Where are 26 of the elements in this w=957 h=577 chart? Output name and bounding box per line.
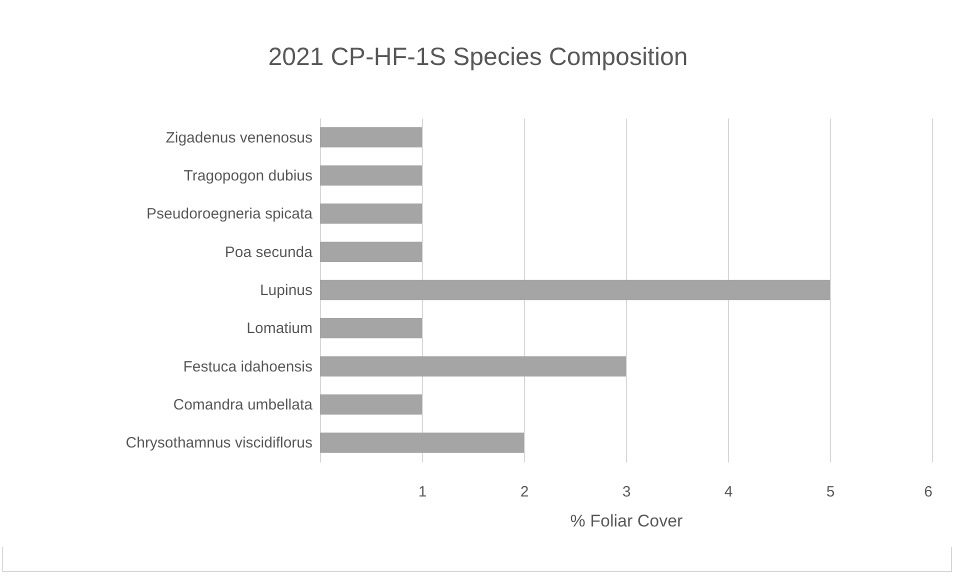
bar xyxy=(320,165,422,186)
y-tick-label: Lomatium xyxy=(246,320,312,338)
bar xyxy=(320,356,626,376)
bar xyxy=(320,432,524,453)
x-tick-label: 2 xyxy=(520,484,529,500)
x-axis-title: % Foliar Cover xyxy=(570,512,684,530)
bar xyxy=(320,204,422,224)
x-tick-label: 4 xyxy=(724,484,733,500)
x-tick-label: 5 xyxy=(826,484,835,500)
chart-title: 2021 CP-HF-1S Species Composition xyxy=(268,43,688,71)
bar xyxy=(320,318,422,338)
y-tick-label: Poa secunda xyxy=(224,244,314,261)
bar xyxy=(320,394,422,415)
y-tick-label: Chrysothamnus viscidiflorus xyxy=(126,434,312,452)
y-tick-label: Festuca idahoensis xyxy=(183,358,312,376)
bar xyxy=(320,280,830,300)
y-tick-label: Zigadenus venenosus xyxy=(166,129,312,146)
x-tick-label: 1 xyxy=(418,484,427,500)
y-tick-label: Lupinus xyxy=(260,282,312,299)
y-tick-label: Tragopogon dubius xyxy=(184,167,312,184)
y-tick-label: Comandra umbellata xyxy=(173,396,314,414)
x-tick-label: 3 xyxy=(622,484,631,500)
y-tick-label: Pseudoroegneria spicata xyxy=(146,206,314,223)
bar xyxy=(320,242,422,262)
bar xyxy=(320,127,422,148)
x-tick-label: 6 xyxy=(924,484,932,500)
